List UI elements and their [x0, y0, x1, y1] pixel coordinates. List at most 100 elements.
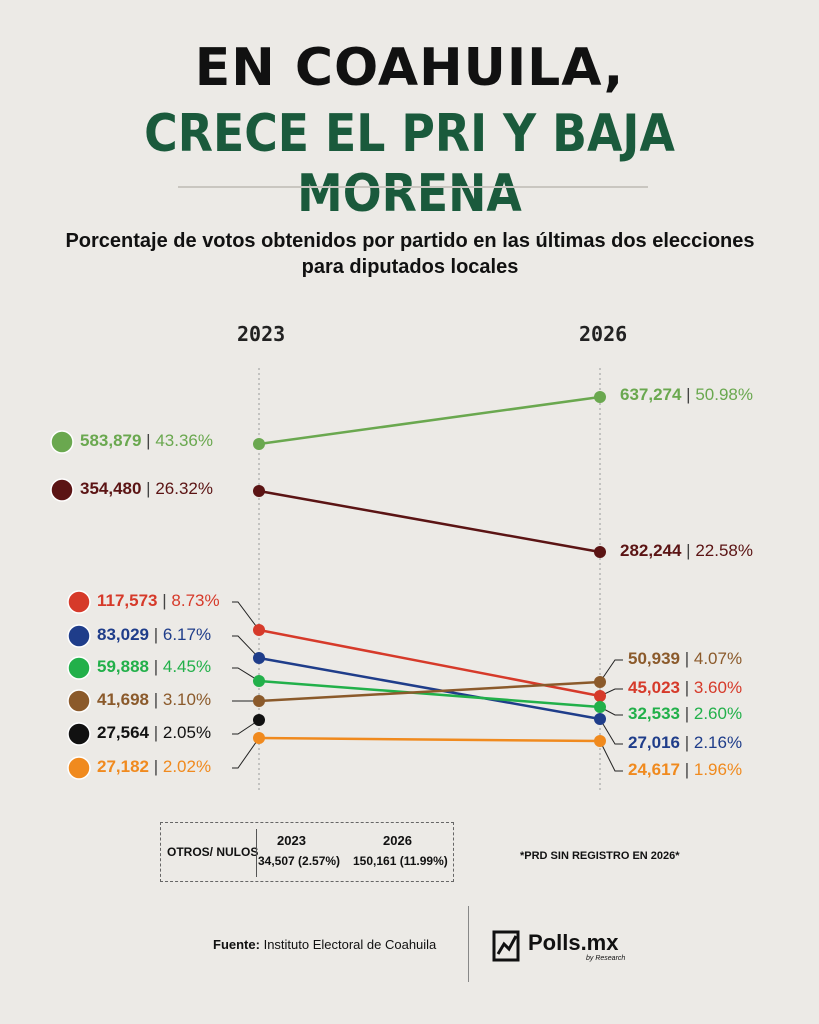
- footer-divider: [468, 906, 469, 982]
- label-separator: |: [681, 385, 695, 404]
- label-separator: |: [141, 431, 155, 450]
- title-line-1: EN COAHUILA,: [194, 38, 625, 98]
- label-separator: |: [158, 591, 172, 610]
- others-year-2023: 2023: [277, 833, 306, 848]
- source-label: Fuente:: [213, 937, 260, 952]
- others-label: OTROS/ NULOS: [167, 845, 259, 859]
- verde-left-leader: [232, 667, 260, 682]
- prd-left-leader: [232, 719, 260, 735]
- pri-pct-2023: 43.36%: [155, 431, 213, 450]
- mc-right-leader: [599, 740, 623, 772]
- pri-logo-icon: [50, 430, 74, 454]
- pan-right-leader: [599, 718, 623, 745]
- polls-mx-logo: Polls.mx by Research: [492, 928, 642, 968]
- udc-logo-icon: [67, 689, 91, 713]
- label-separator: |: [680, 649, 694, 668]
- verde-point-2026: [594, 701, 606, 713]
- morena-votes-2023: 354,480: [80, 479, 141, 498]
- mc-label-2023: 27,182 | 2.02%: [97, 757, 211, 776]
- mc-series-line: [258, 736, 601, 743]
- polls-chart-icon: [492, 930, 520, 962]
- logo-subtext: by Research: [586, 955, 626, 962]
- pan-pct-2026: 2.16%: [694, 733, 742, 752]
- morena-label-2023: 354,480 | 26.32%: [80, 479, 213, 498]
- morena-logo-icon: [50, 478, 74, 502]
- pan-pct-2023: 6.17%: [163, 625, 211, 644]
- morena-point-2026: [594, 546, 606, 558]
- mc-pct-2026: 1.96%: [694, 760, 742, 779]
- logo-text: Polls.mx: [528, 930, 619, 955]
- prd-label-2023: 27,564 | 2.05%: [97, 723, 211, 742]
- pt-votes-2023: 117,573: [97, 591, 158, 610]
- verde-logo-icon: [67, 656, 91, 680]
- label-separator: |: [680, 678, 694, 697]
- others-value-2026: 150,161 (11.99%): [353, 854, 448, 868]
- pan-point-2026: [594, 713, 606, 725]
- label-separator: |: [681, 541, 695, 560]
- label-separator: |: [149, 690, 163, 709]
- udc-pct-2023: 3.10%: [163, 690, 211, 709]
- mc-logo-icon: [67, 756, 91, 780]
- year-label-2023: 2023: [237, 322, 286, 346]
- verde-pct-2026: 2.60%: [694, 704, 742, 723]
- prd-point-2023: [253, 714, 265, 726]
- verde-label-2023: 59,888 | 4.45%: [97, 657, 211, 676]
- verde-label-2026: 32,533 | 2.60%: [628, 704, 742, 723]
- morena-series-line: [258, 489, 601, 554]
- pt-logo-icon: [67, 590, 91, 614]
- pri-label-2023: 583,879 | 43.36%: [80, 431, 213, 450]
- others-divider: [256, 829, 257, 877]
- udc-right-leader: [599, 659, 623, 683]
- morena-votes-2026: 282,244: [620, 541, 682, 560]
- verde-votes-2026: 32,533: [628, 704, 680, 723]
- chart-subtitle: Porcentaje de votos obtenidos por partid…: [65, 230, 755, 278]
- mc-votes-2026: 24,617: [628, 760, 680, 779]
- others-year-2026: 2026: [383, 833, 412, 848]
- udc-pct-2026: 4.07%: [694, 649, 742, 668]
- pt-pct-2026: 3.60%: [694, 678, 742, 697]
- label-separator: |: [680, 733, 694, 752]
- pri-pct-2026: 50.98%: [695, 385, 753, 404]
- label-separator: |: [141, 479, 155, 498]
- morena-pct-2023: 26.32%: [155, 479, 213, 498]
- pan-label-2023: 83,029 | 6.17%: [97, 625, 211, 644]
- others-value-2023: 34,507 (2.57%): [258, 854, 341, 868]
- pan-left-leader: [232, 635, 260, 659]
- mc-point-2023: [253, 732, 265, 744]
- morena-pct-2026: 22.58%: [695, 541, 753, 560]
- label-separator: |: [680, 760, 694, 779]
- label-separator: |: [680, 704, 694, 723]
- source-text: Instituto Electoral de Coahuila: [263, 937, 437, 952]
- udc-point-2023: [253, 695, 265, 707]
- title-line-2: CRECE EL PRI Y BAJA MORENA: [144, 104, 675, 224]
- pt-left-leader: [232, 601, 260, 631]
- verde-pct-2023: 4.45%: [163, 657, 211, 676]
- verde-votes-2023: 59,888: [97, 657, 149, 676]
- label-separator: |: [149, 625, 163, 644]
- prd-note: *PRD SIN REGISTRO EN 2026*: [520, 850, 680, 862]
- others-table: OTROS/ NULOS 2023 34,507 (2.57%) 2026 15…: [160, 822, 454, 882]
- pan-votes-2026: 27,016: [628, 733, 680, 752]
- udc-votes-2026: 50,939: [628, 649, 680, 668]
- verde-point-2023: [253, 675, 265, 687]
- udc-votes-2023: 41,698: [97, 690, 149, 709]
- morena-label-2026: 282,244 | 22.58%: [620, 541, 753, 560]
- pri-votes-2023: 583,879: [80, 431, 141, 450]
- pri-series-line: [258, 395, 601, 446]
- mc-label-2026: 24,617 | 1.96%: [628, 760, 742, 779]
- pan-label-2026: 27,016 | 2.16%: [628, 733, 742, 752]
- pri-point-2023: [253, 438, 265, 450]
- label-separator: |: [149, 657, 163, 676]
- mc-pct-2023: 2.02%: [163, 757, 211, 776]
- prd-logo-icon: [67, 722, 91, 746]
- pt-label-2023: 117,573 | 8.73%: [97, 591, 220, 610]
- title-divider: [178, 186, 648, 188]
- pt-point-2026: [594, 690, 606, 702]
- pan-point-2023: [253, 652, 265, 664]
- pt-label-2026: 45,023 | 3.60%: [628, 678, 742, 697]
- label-separator: |: [149, 723, 163, 742]
- year-label-2026: 2026: [579, 322, 628, 346]
- pri-label-2026: 637,274 | 50.98%: [620, 385, 753, 404]
- prd-pct-2023: 2.05%: [163, 723, 211, 742]
